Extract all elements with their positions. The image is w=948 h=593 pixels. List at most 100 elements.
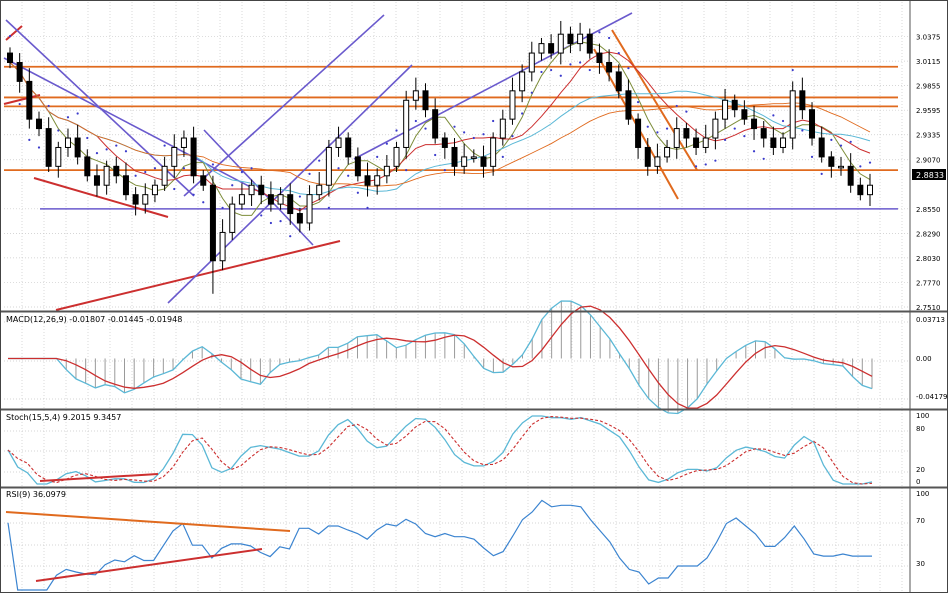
candle-bear bbox=[760, 128, 767, 139]
sar-dot bbox=[801, 129, 804, 132]
candle-bull bbox=[316, 184, 323, 196]
price-tick-label: 3.0115 bbox=[916, 58, 941, 66]
sar-dot bbox=[231, 184, 234, 187]
candle-bull bbox=[374, 175, 381, 186]
current-price-marker bbox=[912, 169, 946, 180]
stoch-d-line bbox=[7, 416, 873, 485]
sar-dot bbox=[18, 102, 21, 106]
candle-bear bbox=[35, 118, 42, 130]
candle-bull bbox=[161, 165, 168, 186]
sar-dot bbox=[424, 127, 427, 130]
sar-dot bbox=[810, 155, 814, 159]
stoch-label: Stoch(15,5,4) 9.2015 9.3457 bbox=[6, 413, 121, 422]
sar-dot bbox=[569, 63, 572, 66]
sar-dot bbox=[376, 155, 379, 159]
price-tick-label: 2.8550 bbox=[916, 206, 941, 214]
sar-dot bbox=[685, 110, 688, 113]
stoch-k-line bbox=[7, 415, 873, 485]
candle-bear bbox=[209, 184, 216, 262]
price-axis: 3.0375 3.0115 2.9855 2.9595 2.9335 2.9070 2.85… bbox=[916, 34, 941, 312]
stoch-scale-80: 80 bbox=[916, 425, 925, 433]
sar-dot bbox=[28, 138, 31, 142]
sar-dot bbox=[820, 172, 823, 175]
parabolic-sar bbox=[8, 31, 872, 238]
price-tick-label: 2.9335 bbox=[916, 132, 941, 140]
candle-bear bbox=[45, 128, 52, 167]
candle-bull bbox=[712, 118, 719, 139]
sar-dot bbox=[530, 91, 533, 94]
price-tick-label: 2.9070 bbox=[916, 157, 941, 165]
sar-dot bbox=[636, 101, 640, 104]
sar-dot bbox=[743, 135, 746, 138]
candle-bull bbox=[103, 165, 110, 186]
candle-bull bbox=[229, 203, 236, 233]
sar-dot bbox=[694, 165, 698, 168]
candle-bull bbox=[171, 146, 178, 167]
candle-bear bbox=[258, 184, 265, 196]
stoch-scale-0: 0 bbox=[916, 478, 920, 486]
sar-dot bbox=[714, 159, 717, 162]
price-tick-label: 2.9595 bbox=[916, 107, 941, 115]
sar-dot bbox=[492, 119, 495, 123]
sar-dot bbox=[598, 31, 601, 34]
macd-label: MACD(12,26,9) -0.01807 -0.01445 -0.01948 bbox=[6, 315, 182, 324]
candle-bear bbox=[354, 156, 361, 177]
macd-panel: MACD(12,26,9) -0.01807 -0.01445 -0.01948… bbox=[6, 300, 947, 415]
candle-bear bbox=[287, 194, 294, 215]
sar-dot bbox=[173, 187, 176, 191]
candle-bull bbox=[528, 52, 535, 73]
sar-dot bbox=[579, 61, 582, 64]
sar-dot bbox=[298, 195, 301, 198]
candle-bull bbox=[325, 146, 332, 186]
candle-bull bbox=[277, 194, 284, 205]
candle-bear bbox=[113, 165, 120, 177]
rsi-scale-100: 100 bbox=[916, 490, 929, 498]
candle-bull bbox=[470, 156, 477, 159]
sar-dot bbox=[521, 112, 524, 115]
candle-bear bbox=[828, 156, 835, 167]
candle-bull bbox=[55, 146, 62, 167]
candle-bull bbox=[238, 194, 245, 205]
sar-dot bbox=[781, 119, 785, 123]
candle-bear bbox=[606, 62, 613, 73]
sar-dot bbox=[414, 119, 417, 123]
candle-bear bbox=[16, 62, 23, 82]
sar-dot bbox=[453, 125, 456, 128]
purple-channel-line bbox=[3, 57, 261, 193]
rsi-scale-30: 30 bbox=[916, 560, 925, 568]
candle-bear bbox=[548, 43, 555, 54]
red-trendline bbox=[5, 25, 23, 41]
candle-bear bbox=[480, 156, 487, 167]
rsi-scale-70: 70 bbox=[916, 517, 925, 525]
red-trendline bbox=[3, 94, 41, 105]
sar-dot bbox=[153, 167, 157, 170]
sar-dot bbox=[86, 136, 89, 140]
candle-bull bbox=[519, 71, 526, 92]
candle-bull bbox=[461, 156, 468, 167]
sar-dot bbox=[646, 125, 649, 128]
sar-dot bbox=[665, 127, 669, 130]
sar-dot bbox=[308, 172, 311, 175]
candle-bull bbox=[664, 146, 671, 158]
candle-bull bbox=[673, 128, 680, 148]
sar-dot bbox=[144, 170, 147, 174]
candle-bear bbox=[422, 90, 429, 111]
purple-channel-line bbox=[353, 12, 633, 160]
price-tick-label: 2.9855 bbox=[916, 83, 941, 91]
sar-dot bbox=[327, 206, 330, 209]
candle-bear bbox=[93, 175, 100, 186]
candle-bear bbox=[818, 137, 825, 158]
candle-bear bbox=[596, 52, 603, 64]
sar-dot bbox=[772, 114, 775, 117]
sar-dot bbox=[366, 206, 369, 209]
macd-scale-top: 0.03713 bbox=[916, 316, 945, 324]
sar-dot bbox=[868, 161, 872, 164]
purple-channel-line bbox=[183, 14, 385, 197]
sar-dot bbox=[540, 70, 543, 74]
candle-bull bbox=[219, 231, 226, 262]
candle-bull bbox=[867, 184, 873, 196]
sar-dot bbox=[202, 201, 205, 204]
